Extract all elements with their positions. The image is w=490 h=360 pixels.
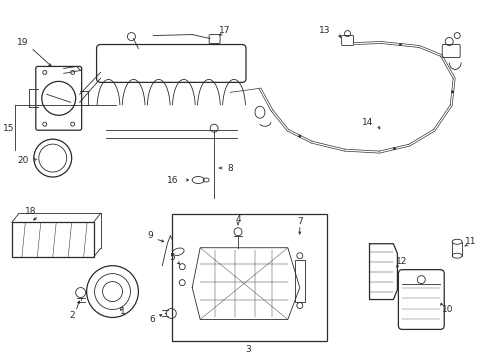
Bar [12,222,94,257]
Text: 18: 18 [25,207,37,216]
Text: 1: 1 [120,307,125,316]
Text: 14: 14 [362,118,373,127]
Text: 17: 17 [220,26,231,35]
Circle shape [451,91,454,93]
Text: 4: 4 [235,215,241,224]
Circle shape [399,43,402,46]
Text: 12: 12 [396,257,407,266]
Text: 7: 7 [297,217,303,226]
Text: 19: 19 [17,38,28,47]
Text: 2: 2 [70,311,75,320]
Bar [172,214,327,341]
Text: 13: 13 [319,26,330,35]
Text: 15: 15 [3,124,15,133]
Circle shape [393,148,395,150]
Circle shape [298,135,301,138]
Text: 20: 20 [17,156,28,165]
Text: 8: 8 [227,163,233,172]
Bar [295,260,305,302]
Text: 3: 3 [245,345,251,354]
Text: 6: 6 [149,315,155,324]
Text: 10: 10 [441,305,453,314]
Text: 16: 16 [167,176,178,185]
Text: 9: 9 [147,231,153,240]
Text: 5: 5 [170,253,175,262]
Text: 11: 11 [466,237,477,246]
